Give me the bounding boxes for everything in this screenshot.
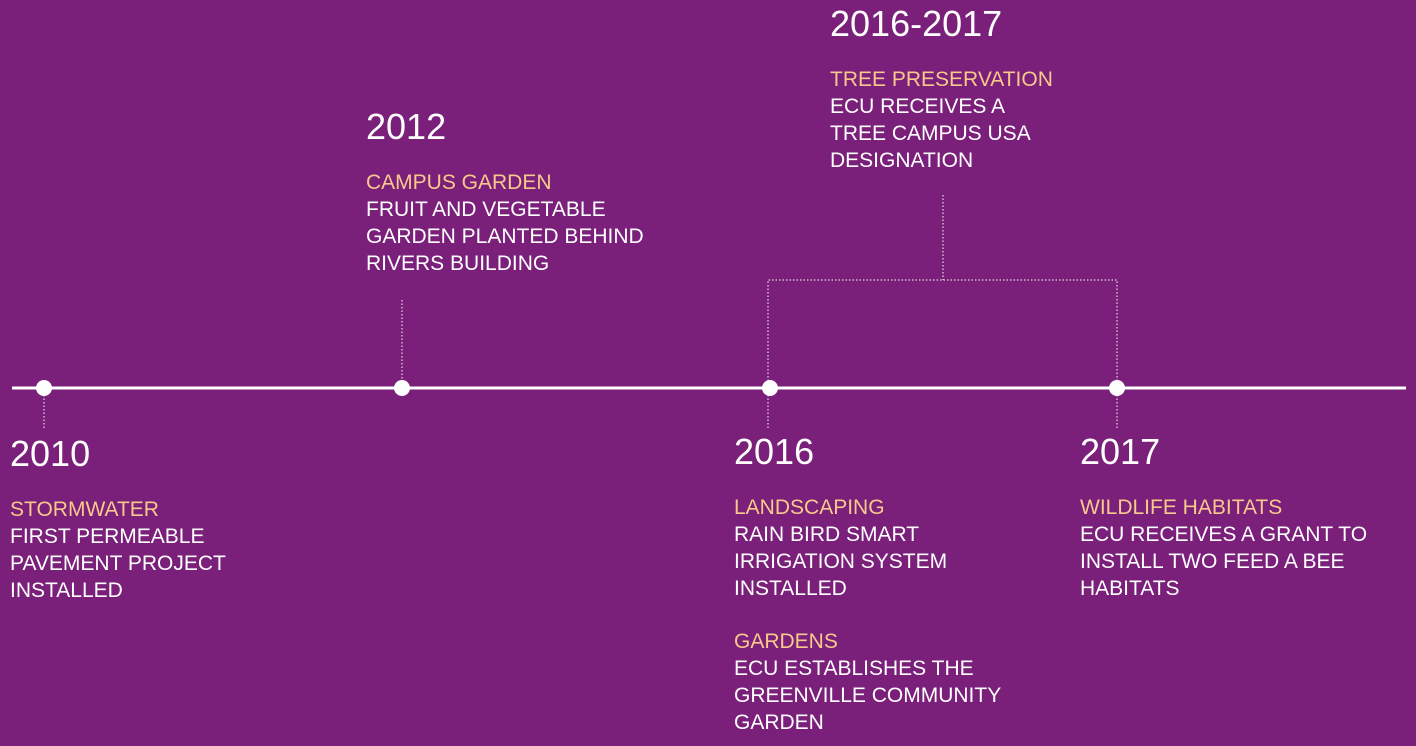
item-text: GARDEN: [734, 711, 824, 734]
item-heading: LANDSCAPING: [734, 496, 885, 519]
event-year: 2012: [366, 106, 447, 147]
item-text: TREE CAMPUS USA: [830, 122, 1031, 145]
item-text: ECU RECEIVES A GRANT TO: [1080, 523, 1368, 546]
event: 2010 STORMWATER FIRST PERMEABLE PAVEMENT PR…: [10, 434, 226, 604]
event: 2012 CAMPUS GARDEN FRUIT AND VEGETABLE GARD…: [366, 107, 644, 277]
event-item: WILDLIFE HABITATS ECU RECEIVES A GRANT TO…: [1080, 494, 1367, 602]
item-text: HABITATS: [1080, 577, 1180, 600]
event-year: 2010: [10, 433, 91, 474]
item-text: FIRST PERMEABLE: [10, 525, 205, 548]
item-text: ECU RECEIVES A: [830, 95, 1006, 118]
item-text: PAVEMENT PROJECT: [10, 552, 226, 575]
event: 2016-2017 TREE PRESERVATION ECU RECEIVES A…: [830, 4, 1053, 174]
event: 2016 LANDSCAPING RAIN BIRD SMART IRRIGATION…: [734, 432, 1001, 736]
dots: [36, 380, 1125, 396]
item-heading: STORMWATER: [10, 498, 159, 521]
event-item: STORMWATER FIRST PERMEABLE PAVEMENT PROJEC…: [10, 496, 226, 604]
item-text: RIVERS BUILDING: [366, 252, 550, 275]
item-text: INSTALLED: [10, 579, 123, 602]
item-heading: WILDLIFE HABITATS: [1080, 496, 1283, 519]
event-item: CAMPUS GARDEN FRUIT AND VEGETABLE GARDEN P…: [366, 169, 644, 277]
event-year: 2016: [734, 431, 815, 472]
item-text: RAIN BIRD SMART: [734, 523, 920, 546]
item-text: GARDEN PLANTED BEHIND: [366, 225, 644, 248]
item-text: DESIGNATION: [830, 149, 974, 172]
item-text: ECU ESTABLISHES THE: [734, 657, 974, 680]
item-text: IRRIGATION SYSTEM: [734, 550, 948, 573]
item-text: INSTALL TWO FEED A BEE: [1080, 550, 1345, 573]
event-year: 2017: [1080, 431, 1161, 472]
item-heading: CAMPUS GARDEN: [366, 171, 552, 194]
item-text: INSTALLED: [734, 577, 847, 600]
item-text: FRUIT AND VEGETABLE: [366, 198, 606, 221]
event-year: 2016-2017: [830, 3, 1003, 44]
event-item: GARDENS ECU ESTABLISHES THE GREENVILLE COM…: [734, 628, 1001, 736]
event-item: LANDSCAPING RAIN BIRD SMART IRRIGATION SYS…: [734, 494, 1001, 602]
item-text: GREENVILLE COMMUNITY: [734, 684, 1002, 707]
event-item: TREE PRESERVATION ECU RECEIVES A TREE CAMP…: [830, 66, 1053, 174]
item-heading: TREE PRESERVATION: [830, 68, 1053, 91]
event: 2017 WILDLIFE HABITATS ECU RECEIVES A GRAN…: [1080, 432, 1367, 602]
item-heading: GARDENS: [734, 630, 838, 653]
